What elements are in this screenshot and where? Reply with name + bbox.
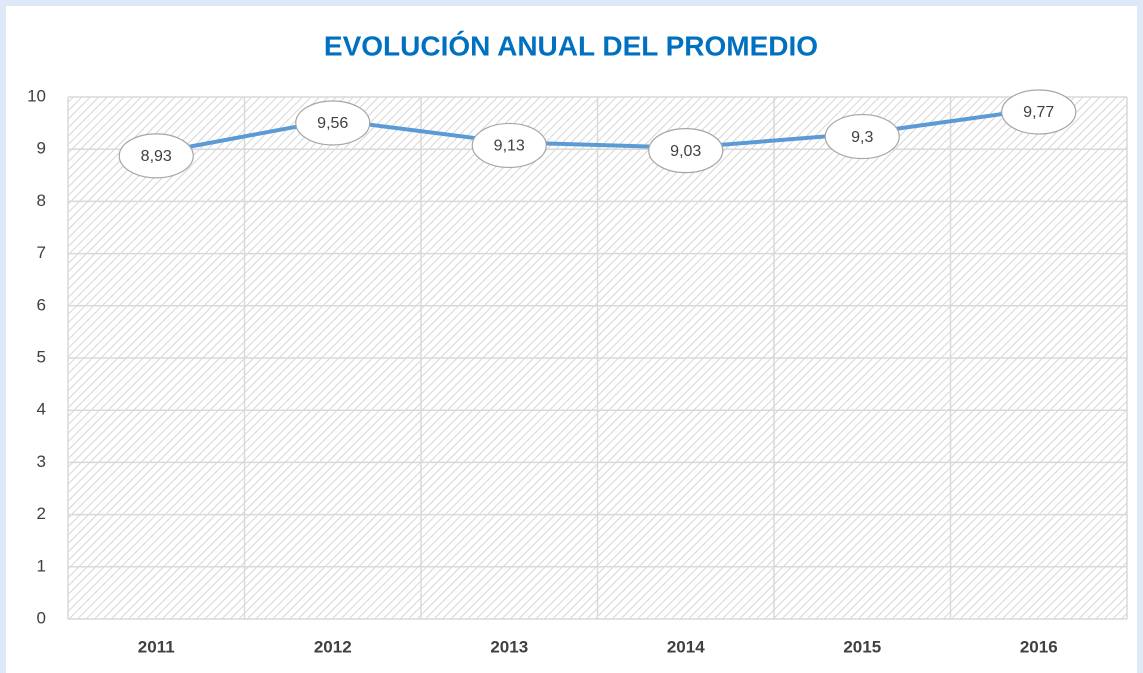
data-label-bubble [648, 128, 724, 174]
y-tick-label: 3 [37, 452, 46, 471]
y-tick-label: 5 [37, 347, 46, 366]
x-tick-label: 2016 [1020, 637, 1058, 656]
data-label-bubble [1001, 89, 1077, 135]
x-tick-label: 2013 [490, 637, 528, 656]
data-label-bubble [118, 133, 194, 179]
x-tick-label: 2012 [314, 637, 352, 656]
x-tick-label: 2014 [667, 637, 705, 656]
y-tick-label: 6 [37, 295, 46, 314]
data-label: 8,93 [141, 148, 172, 165]
data-label: 9,03 [670, 143, 701, 160]
data-label-bubble [471, 122, 547, 169]
data-label-bubble [295, 100, 371, 146]
y-tick-label: 1 [37, 556, 46, 575]
data-label-bubble [824, 113, 900, 160]
y-tick-label: 10 [27, 86, 46, 105]
y-tick-label: 9 [37, 139, 46, 158]
chart-title: EVOLUCIÓN ANUAL DEL PROMEDIO [324, 30, 818, 61]
y-tick-label: 0 [37, 608, 46, 627]
y-tick-label: 7 [37, 243, 46, 262]
data-label: 9,77 [1023, 104, 1054, 121]
data-label: 9,13 [494, 138, 525, 155]
y-tick-label: 8 [37, 191, 46, 210]
x-tick-label: 2015 [843, 637, 881, 656]
data-label: 9,56 [317, 115, 348, 132]
y-tick-label: 4 [37, 400, 46, 419]
y-tick-label: 2 [37, 504, 46, 523]
x-tick-label: 2011 [138, 637, 175, 656]
data-label: 9,3 [851, 129, 873, 146]
